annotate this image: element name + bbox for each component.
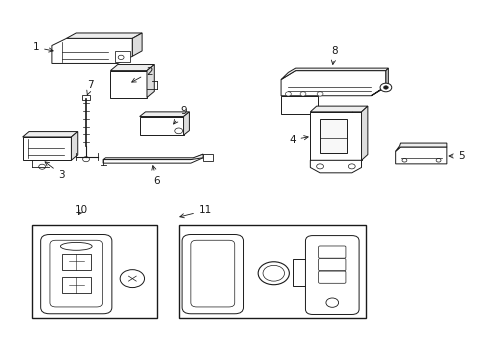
Text: 9: 9 [173, 106, 186, 124]
Text: 6: 6 [151, 166, 160, 186]
Circle shape [379, 83, 391, 92]
Polygon shape [52, 39, 132, 63]
Text: 4: 4 [288, 135, 307, 145]
Polygon shape [147, 64, 154, 98]
Bar [110, 71, 147, 98]
Text: 1: 1 [32, 42, 53, 52]
Polygon shape [22, 132, 78, 137]
Bar [82, 95, 90, 100]
Polygon shape [281, 96, 351, 114]
Polygon shape [310, 106, 367, 112]
Circle shape [39, 164, 45, 169]
Circle shape [82, 157, 89, 162]
Polygon shape [132, 33, 142, 56]
Polygon shape [281, 71, 385, 96]
Text: 2: 2 [131, 67, 152, 82]
Polygon shape [395, 143, 446, 151]
Polygon shape [66, 33, 142, 39]
Bar [140, 117, 183, 135]
Polygon shape [103, 154, 203, 163]
Text: 10: 10 [75, 206, 87, 216]
Polygon shape [103, 154, 203, 159]
FancyBboxPatch shape [318, 271, 345, 283]
Polygon shape [110, 64, 154, 71]
Bar [178, 225, 366, 318]
Circle shape [118, 55, 124, 59]
Bar [22, 137, 71, 160]
Text: 8: 8 [331, 46, 337, 64]
FancyBboxPatch shape [318, 258, 345, 271]
Circle shape [325, 298, 338, 307]
Circle shape [435, 158, 440, 162]
Text: 11: 11 [180, 206, 212, 218]
Circle shape [300, 92, 305, 96]
Circle shape [285, 92, 291, 96]
Polygon shape [361, 106, 367, 160]
Circle shape [316, 164, 323, 169]
Polygon shape [395, 147, 446, 164]
Bar [293, 259, 306, 286]
Bar [320, 119, 346, 153]
Ellipse shape [61, 242, 92, 250]
Polygon shape [183, 112, 189, 135]
FancyBboxPatch shape [182, 234, 243, 314]
Bar [32, 225, 157, 318]
Circle shape [317, 92, 323, 96]
FancyBboxPatch shape [318, 246, 345, 258]
Bar [115, 51, 130, 62]
Bar [310, 112, 361, 160]
Circle shape [120, 270, 144, 288]
Text: 3: 3 [45, 162, 65, 180]
Circle shape [401, 158, 406, 162]
Text: 5: 5 [448, 151, 464, 161]
Circle shape [263, 265, 284, 281]
FancyBboxPatch shape [41, 234, 112, 314]
Polygon shape [71, 132, 78, 160]
Circle shape [383, 86, 387, 89]
Bar [203, 154, 212, 161]
Polygon shape [370, 68, 387, 96]
Text: 7: 7 [86, 80, 94, 95]
Polygon shape [281, 68, 387, 80]
Bar [61, 253, 91, 270]
Polygon shape [310, 160, 361, 173]
Bar [61, 277, 91, 293]
Circle shape [258, 262, 289, 285]
Circle shape [174, 128, 182, 134]
Polygon shape [140, 112, 189, 117]
Circle shape [347, 164, 354, 169]
FancyBboxPatch shape [305, 235, 358, 315]
